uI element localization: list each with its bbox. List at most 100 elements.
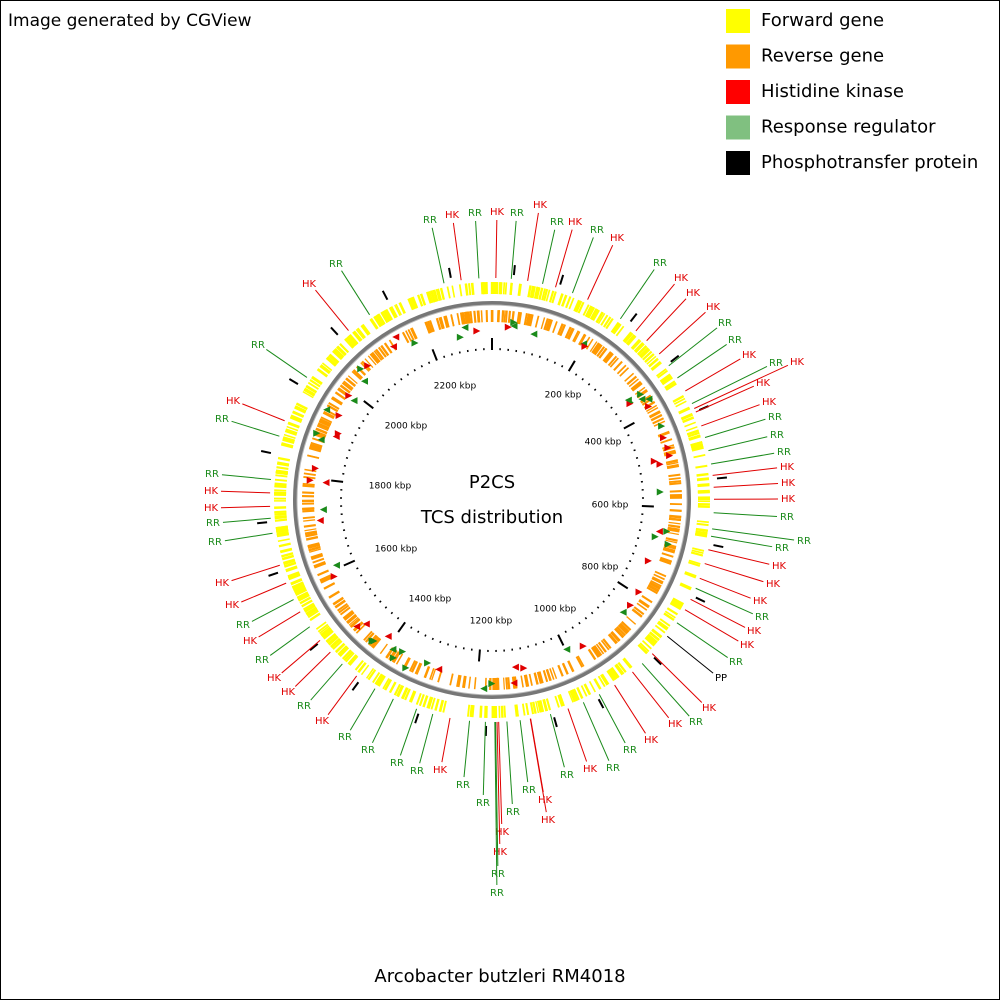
forward-gene (657, 620, 669, 630)
reverse-gene (631, 382, 643, 392)
reverse-gene (302, 484, 315, 488)
reverse-gene (302, 516, 315, 520)
tcs-marker (579, 642, 587, 650)
tcs-marker (663, 527, 671, 535)
outer-marker (257, 521, 268, 525)
callout-label: RR (755, 612, 769, 623)
tcs-marker (402, 664, 410, 672)
forward-gene (274, 514, 287, 518)
forward-gene (517, 283, 521, 296)
callout-line (549, 714, 565, 768)
forward-gene (646, 355, 657, 365)
scale-tick (384, 606, 388, 609)
reverse-gene (649, 411, 661, 419)
callout-line (349, 688, 376, 731)
forward-gene (690, 551, 704, 557)
callout-line (527, 212, 539, 281)
reverse-gene (302, 507, 315, 510)
callout-label: HK (533, 200, 548, 211)
reverse-gene (568, 328, 575, 340)
reverse-gene (468, 676, 472, 689)
forward-gene (597, 675, 606, 687)
forward-gene (376, 313, 385, 326)
reverse-gene (348, 616, 359, 626)
reverse-gene (449, 673, 454, 686)
callout-line (695, 385, 755, 413)
scale-tick (345, 456, 349, 459)
callout-label: HK (674, 273, 689, 284)
reverse-gene (631, 381, 642, 391)
callout-line (231, 564, 280, 582)
forward-gene (275, 527, 289, 531)
reverse-gene (523, 313, 528, 326)
callout-label: RR (770, 430, 784, 441)
reverse-gene (322, 412, 335, 420)
legend-swatch (726, 115, 750, 140)
reverse-gene (650, 579, 662, 587)
forward-gene (288, 572, 301, 580)
tcs-marker (655, 527, 663, 535)
scale-label: 1800 kbp (369, 482, 412, 492)
tcs-marker (511, 663, 519, 671)
callout-label: RR (510, 208, 524, 219)
forward-gene (369, 318, 378, 330)
reverse-gene (339, 385, 351, 394)
forward-gene (276, 463, 289, 467)
callout-line (699, 577, 751, 599)
reverse-gene (653, 573, 665, 581)
outer-marker (448, 267, 452, 278)
forward-gene (571, 689, 578, 702)
forward-gene (425, 291, 431, 304)
callout-label: HK (702, 703, 717, 714)
forward-gene (282, 438, 295, 445)
forward-gene (515, 704, 519, 717)
scale-tick (379, 600, 382, 603)
scale-tick (564, 630, 567, 634)
callout-line (441, 717, 451, 763)
reverse-gene (424, 666, 431, 679)
reverse-gene (659, 558, 672, 565)
callout-label: HK (490, 207, 505, 218)
scale-tick (567, 360, 576, 372)
forward-gene (320, 626, 331, 636)
reverse-gene (346, 614, 358, 625)
callout-line (542, 229, 556, 284)
reverse-gene (328, 590, 340, 599)
forward-gene (691, 446, 704, 452)
callout-label: HK (781, 494, 796, 505)
tcs-marker (389, 654, 397, 662)
forward-gene (292, 410, 305, 417)
forward-gene (665, 381, 677, 390)
scale-tick (387, 388, 391, 391)
tcs-marker (644, 557, 652, 565)
reverse-gene (636, 602, 648, 611)
forward-gene (307, 381, 319, 390)
reverse-gene (593, 645, 602, 657)
tcs-marker (389, 645, 397, 653)
reverse-gene (667, 465, 680, 470)
reverse-gene (307, 454, 320, 459)
forward-gene (470, 282, 475, 295)
legend-label: Phosphotransfer protein (761, 152, 978, 173)
forward-gene (382, 678, 390, 690)
scale-tick (381, 394, 385, 397)
forward-gene (592, 309, 600, 322)
callout-label: RR (390, 758, 404, 769)
callout-label: RR (506, 807, 520, 818)
forward-gene (284, 561, 296, 568)
scale-tick (354, 434, 357, 437)
reverse-gene (428, 320, 435, 333)
reverse-gene (372, 638, 382, 649)
reverse-gene (469, 311, 473, 324)
scale-tick (605, 400, 608, 403)
reverse-gene (473, 677, 477, 690)
forward-gene (593, 678, 602, 690)
legend-swatch (726, 80, 750, 104)
reverse-gene (318, 420, 331, 428)
reverse-gene (476, 310, 480, 323)
forward-gene (277, 538, 290, 543)
forward-gene (536, 287, 541, 300)
forward-gene (690, 443, 703, 448)
forward-gene (282, 437, 295, 443)
reverse-gene (363, 630, 373, 641)
